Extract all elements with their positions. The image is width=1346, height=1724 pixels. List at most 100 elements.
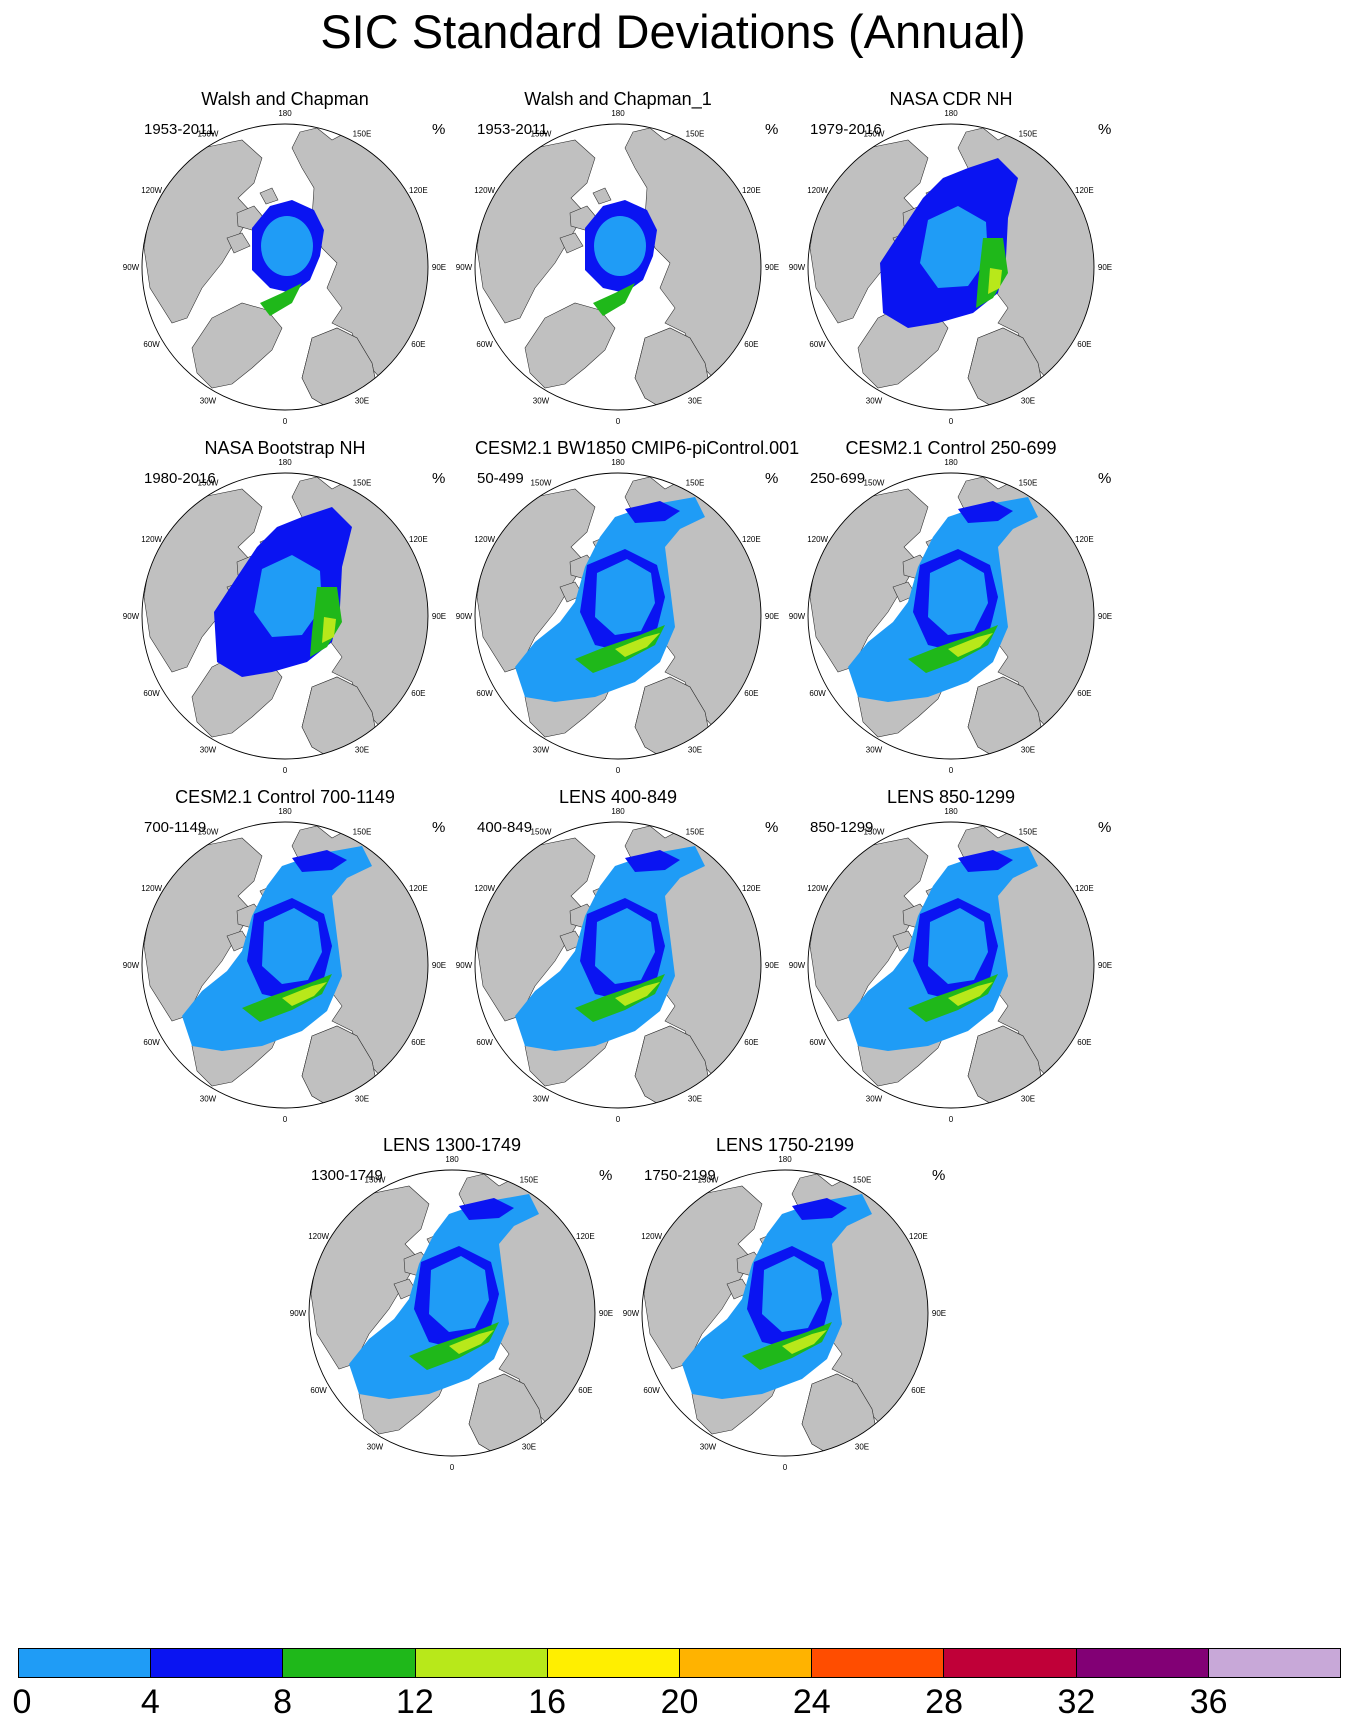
colorbar-swatch [1076, 1649, 1209, 1677]
map-field [142, 822, 428, 1108]
polar-map: 180 150E 120E 90E 60E 30E 0 30W 60W 90W 120W 150W [623, 1155, 946, 1472]
longitude-label: 120E [742, 186, 761, 195]
panel-title: LENS 1300-1749 [382, 1135, 522, 1155]
longitude-label: 30E [355, 1094, 369, 1103]
longitude-label: 60E [1077, 1038, 1091, 1047]
panel-title: LENS 1750-2199 [715, 1135, 855, 1155]
panel-units: % [432, 470, 446, 487]
land-mass [226, 232, 251, 254]
panel-units: % [432, 121, 446, 138]
longitude-label: 150E [686, 828, 705, 837]
colorbar [18, 1648, 1341, 1678]
sic-band-12-16 [782, 1330, 827, 1354]
map-boundary [641, 1169, 929, 1457]
sic-band-4-8 [625, 850, 680, 872]
longitude-label: 90W [290, 1309, 307, 1318]
longitude-label: 150E [1019, 479, 1038, 488]
figure-title: SIC Standard Deviations (Annual) [320, 5, 1026, 58]
panel-period: 1750-2199 [644, 1167, 716, 1184]
longitude-label: 60E [1077, 340, 1091, 349]
longitude-label: 90E [432, 263, 446, 272]
polar-map: 180 150E 120E 90E 60E 30E 0 30W 60W 90W 120W 150W [789, 458, 1112, 775]
longitude-label: 150E [353, 479, 372, 488]
longitude-label: 150E [686, 130, 705, 139]
panel-title: LENS 400-849 [558, 787, 678, 807]
longitude-label: 150E [353, 828, 372, 837]
longitude-label: 30W [533, 1094, 550, 1103]
longitude-label: 90W [456, 263, 473, 272]
longitude-label: 60W [476, 689, 493, 698]
sic-band-12-16 [282, 982, 327, 1006]
panel-title: CESM2.1 Control 700-1149 [175, 787, 395, 807]
longitude-label: 150E [853, 1176, 872, 1185]
longitude-label: 120W [807, 186, 828, 195]
panel-period: 700-1149 [144, 819, 207, 836]
colorbar-tick-label: 24 [792, 1683, 831, 1721]
panel-period: 1300-1749 [311, 1167, 383, 1184]
longitude-label: 120W [641, 1232, 662, 1241]
longitude-label: 90E [765, 961, 779, 970]
longitude-label: 30W [866, 745, 883, 754]
sic-band-12-16 [322, 617, 336, 643]
panel-title: LENS 850-1299 [886, 787, 1016, 807]
longitude-label: 30W [200, 1094, 217, 1103]
longitude-label: 60W [476, 340, 493, 349]
map-field [475, 124, 761, 410]
colorbar-tick-label: 36 [1189, 1683, 1228, 1721]
longitude-label: 60E [411, 340, 425, 349]
map-boundary [308, 1169, 596, 1457]
longitude-label: 150W [864, 479, 885, 488]
longitude-label: 150E [1019, 828, 1038, 837]
sic-band-12-16 [948, 633, 993, 657]
longitude-label: 90E [765, 263, 779, 272]
map-panel: LENS 850-1299 850-1299% 180 150E 120E 90E 60E 3… [789, 786, 1174, 1136]
longitude-label: 90E [932, 1309, 946, 1318]
sic-band-4-8 [292, 850, 347, 872]
colorbar-tick-label: 20 [660, 1683, 699, 1721]
colorbar-swatch [812, 1649, 945, 1677]
longitude-label: 30E [688, 396, 702, 405]
longitude-label: 60E [578, 1386, 592, 1395]
polar-map: 180 150E 120E 90E 60E 30E 0 30W 60W 90W 120W 150W [456, 109, 779, 426]
panel-title: CESM2.1 BW1850 CMIP6-piControl.001 [475, 438, 800, 458]
longitude-label: 90W [123, 961, 140, 970]
longitude-label: 180 [611, 458, 625, 467]
sic-band-8-12 [593, 283, 635, 316]
map-field [642, 1170, 928, 1456]
panel-units: % [599, 1167, 613, 1184]
sic-band-4-8 [958, 850, 1013, 872]
longitude-label: 180 [611, 807, 625, 816]
longitude-label: 60W [809, 689, 826, 698]
longitude-label: 150W [365, 1176, 386, 1185]
longitude-label: 150W [531, 479, 552, 488]
map-boundary [474, 123, 762, 411]
sic-band-12-16 [988, 268, 1002, 294]
longitude-label: 150W [531, 828, 552, 837]
longitude-label: 30W [367, 1442, 384, 1451]
panel-title: NASA Bootstrap NH [204, 438, 366, 458]
longitude-label: 150E [353, 130, 372, 139]
longitude-label: 60E [744, 340, 758, 349]
longitude-label: 120W [807, 884, 828, 893]
longitude-label: 0 [616, 1115, 621, 1124]
colorbar-tick-label: 12 [395, 1683, 434, 1721]
longitude-label: 120E [1075, 186, 1094, 195]
longitude-label: 30W [866, 1094, 883, 1103]
colorbar-swatch [547, 1649, 681, 1677]
land-mass [592, 187, 612, 205]
longitude-label: 30W [700, 1442, 717, 1451]
longitude-label: 30E [855, 1442, 869, 1451]
longitude-label: 90W [456, 612, 473, 621]
panel-units: % [1098, 470, 1112, 487]
longitude-label: 30E [355, 396, 369, 405]
longitude-label: 90E [432, 612, 446, 621]
longitude-label: 90W [789, 961, 806, 970]
longitude-label: 60W [643, 1386, 660, 1395]
longitude-label: 0 [450, 1463, 455, 1472]
colorbar-tick-label: 32 [1057, 1683, 1096, 1721]
longitude-label: 30W [200, 396, 217, 405]
longitude-label: 60E [744, 1038, 758, 1047]
colorbar-tick-label: 8 [273, 1683, 293, 1721]
longitude-label: 30E [522, 1442, 536, 1451]
longitude-label: 180 [278, 109, 292, 118]
